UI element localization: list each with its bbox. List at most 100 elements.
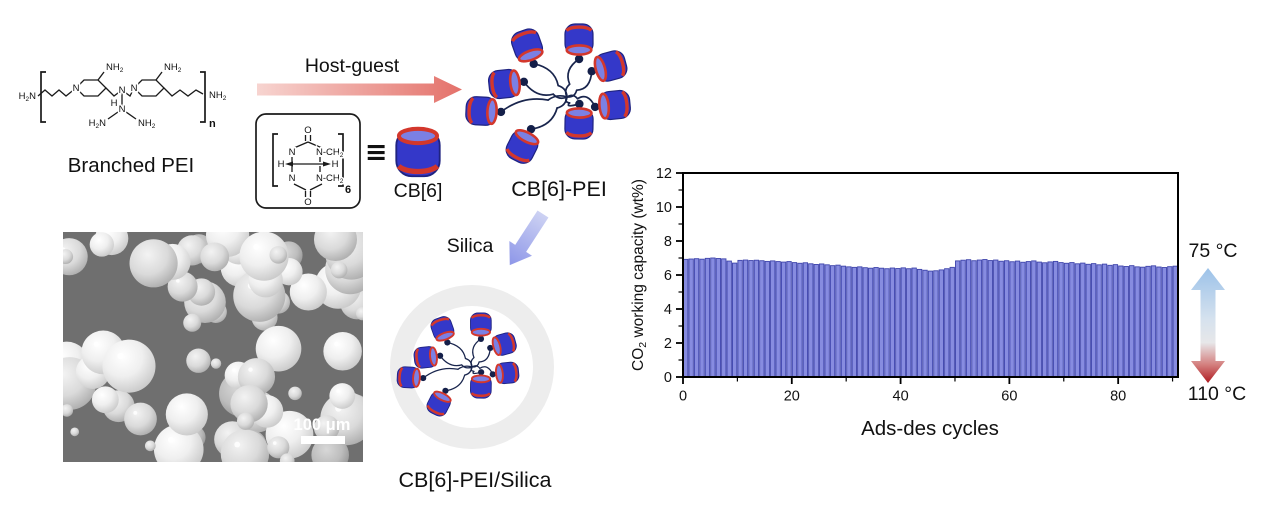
cb6-pei-caption: CB[6]-PEI — [511, 177, 607, 201]
sem-particle — [267, 436, 290, 459]
sem-particle — [89, 232, 115, 257]
x-tick-label: 20 — [784, 389, 800, 405]
adsorption-temp-label: 75 °C — [1189, 240, 1238, 262]
chart-bar — [1145, 265, 1151, 378]
x-tick-label: 40 — [893, 389, 909, 405]
chart-bar — [1069, 262, 1075, 378]
desorption-temp-label: 110 °C — [1188, 383, 1246, 405]
sem-highlight — [232, 368, 236, 372]
atom-label: N — [73, 83, 80, 94]
y-tick-label: 2 — [664, 336, 672, 352]
atom-label: H — [332, 159, 339, 170]
atom-label: N-CH2 — [316, 147, 344, 159]
atom-label: N — [119, 104, 126, 115]
chart-bar — [1172, 265, 1178, 378]
y-tick-label: 12 — [656, 166, 672, 182]
sem-particle — [330, 261, 348, 279]
chart-bar — [1058, 262, 1064, 378]
atom-label: H — [278, 159, 285, 170]
sem-particle — [220, 429, 270, 462]
sem-particle — [236, 412, 255, 430]
scale-bar — [301, 436, 345, 444]
chart-bar — [1129, 265, 1135, 378]
chart-bar — [808, 263, 814, 378]
sem-particle — [255, 325, 302, 372]
sem-particle — [70, 427, 80, 437]
sem-particle — [355, 306, 363, 321]
sem-particle — [91, 386, 119, 414]
chart-bar — [1009, 261, 1015, 378]
sem-particle — [210, 358, 222, 369]
sem-particle — [323, 332, 362, 371]
host-guest-label: Host-guest — [305, 55, 400, 77]
chart-bar — [813, 264, 819, 378]
sem-highlight — [133, 410, 138, 415]
chart-bar — [944, 268, 950, 378]
chart-bar — [732, 262, 738, 378]
chart-bar — [938, 269, 944, 378]
chart-bar — [693, 258, 700, 378]
atom-label: N-CH2 — [316, 173, 344, 185]
x-axis-label: Ads-des cycles — [861, 417, 999, 440]
chart-bar — [857, 266, 863, 378]
chart-bar — [715, 258, 721, 378]
chart-bar — [1107, 264, 1113, 378]
chart-bar — [987, 260, 993, 378]
chart-bar — [955, 260, 961, 378]
y-tick-label: 8 — [664, 234, 672, 250]
chart-bar — [1047, 261, 1053, 378]
chart-bar — [862, 267, 868, 378]
chart-bar — [922, 269, 928, 378]
chart-bar — [791, 262, 798, 378]
atom-label: H2N — [89, 118, 106, 130]
cb6-barrel-icon-large — [396, 129, 439, 176]
chart-bar — [1052, 260, 1059, 378]
cb6-pei-cluster — [465, 24, 631, 167]
sem-particle — [313, 415, 340, 441]
sem-particle — [63, 404, 74, 417]
chart-bar — [1020, 261, 1026, 378]
chart-bar — [786, 261, 792, 378]
sem-particle — [124, 402, 157, 436]
chart-bar — [748, 260, 754, 378]
y-tick-label: 0 — [664, 370, 672, 386]
chart-bar — [1161, 267, 1168, 378]
chart-bar — [916, 268, 923, 378]
chart-bar — [1167, 266, 1173, 378]
chart-bar — [802, 262, 809, 378]
atom-label: N — [289, 147, 296, 158]
sem-micrograph: 100 μm — [57, 232, 363, 462]
sem-particle — [165, 393, 208, 436]
chart-bar — [960, 259, 966, 378]
chart-bar — [846, 266, 852, 378]
chart-bar — [878, 267, 885, 378]
co2-cycling-chart: 0 20 40 60 80 0 2 4 6 8 10 12 CO2 working capacity … — [630, 166, 1179, 440]
chart-bar — [1036, 261, 1042, 378]
chart-bar — [873, 267, 879, 378]
chart-bar — [688, 258, 694, 378]
chart-bar — [797, 262, 803, 378]
atom-label: N — [289, 173, 296, 184]
atom-label: N — [131, 83, 138, 94]
atom-label: H2N — [19, 91, 36, 103]
sem-particle — [63, 238, 88, 276]
repeat-subscript: 6 — [345, 184, 351, 196]
sem-particle — [183, 313, 202, 332]
x-tick-label: 60 — [1001, 389, 1017, 405]
chart-bar — [906, 268, 912, 378]
chart-bar — [851, 266, 857, 378]
sem-particle — [102, 339, 156, 393]
atom-label: NH2 — [138, 118, 156, 130]
silica-shell — [390, 285, 554, 449]
stereo-wedge — [285, 161, 293, 167]
chart-bar — [1156, 266, 1162, 378]
chart-bar — [1101, 263, 1108, 378]
chart-bar — [1123, 266, 1129, 378]
sem-highlight — [57, 353, 62, 358]
chart-bar — [770, 260, 776, 378]
sem-particle — [313, 232, 358, 261]
chart-bar — [721, 258, 727, 378]
equivalence-symbol: ≡ — [365, 137, 388, 168]
chart-bar — [764, 260, 770, 378]
chart-bar — [949, 266, 955, 378]
